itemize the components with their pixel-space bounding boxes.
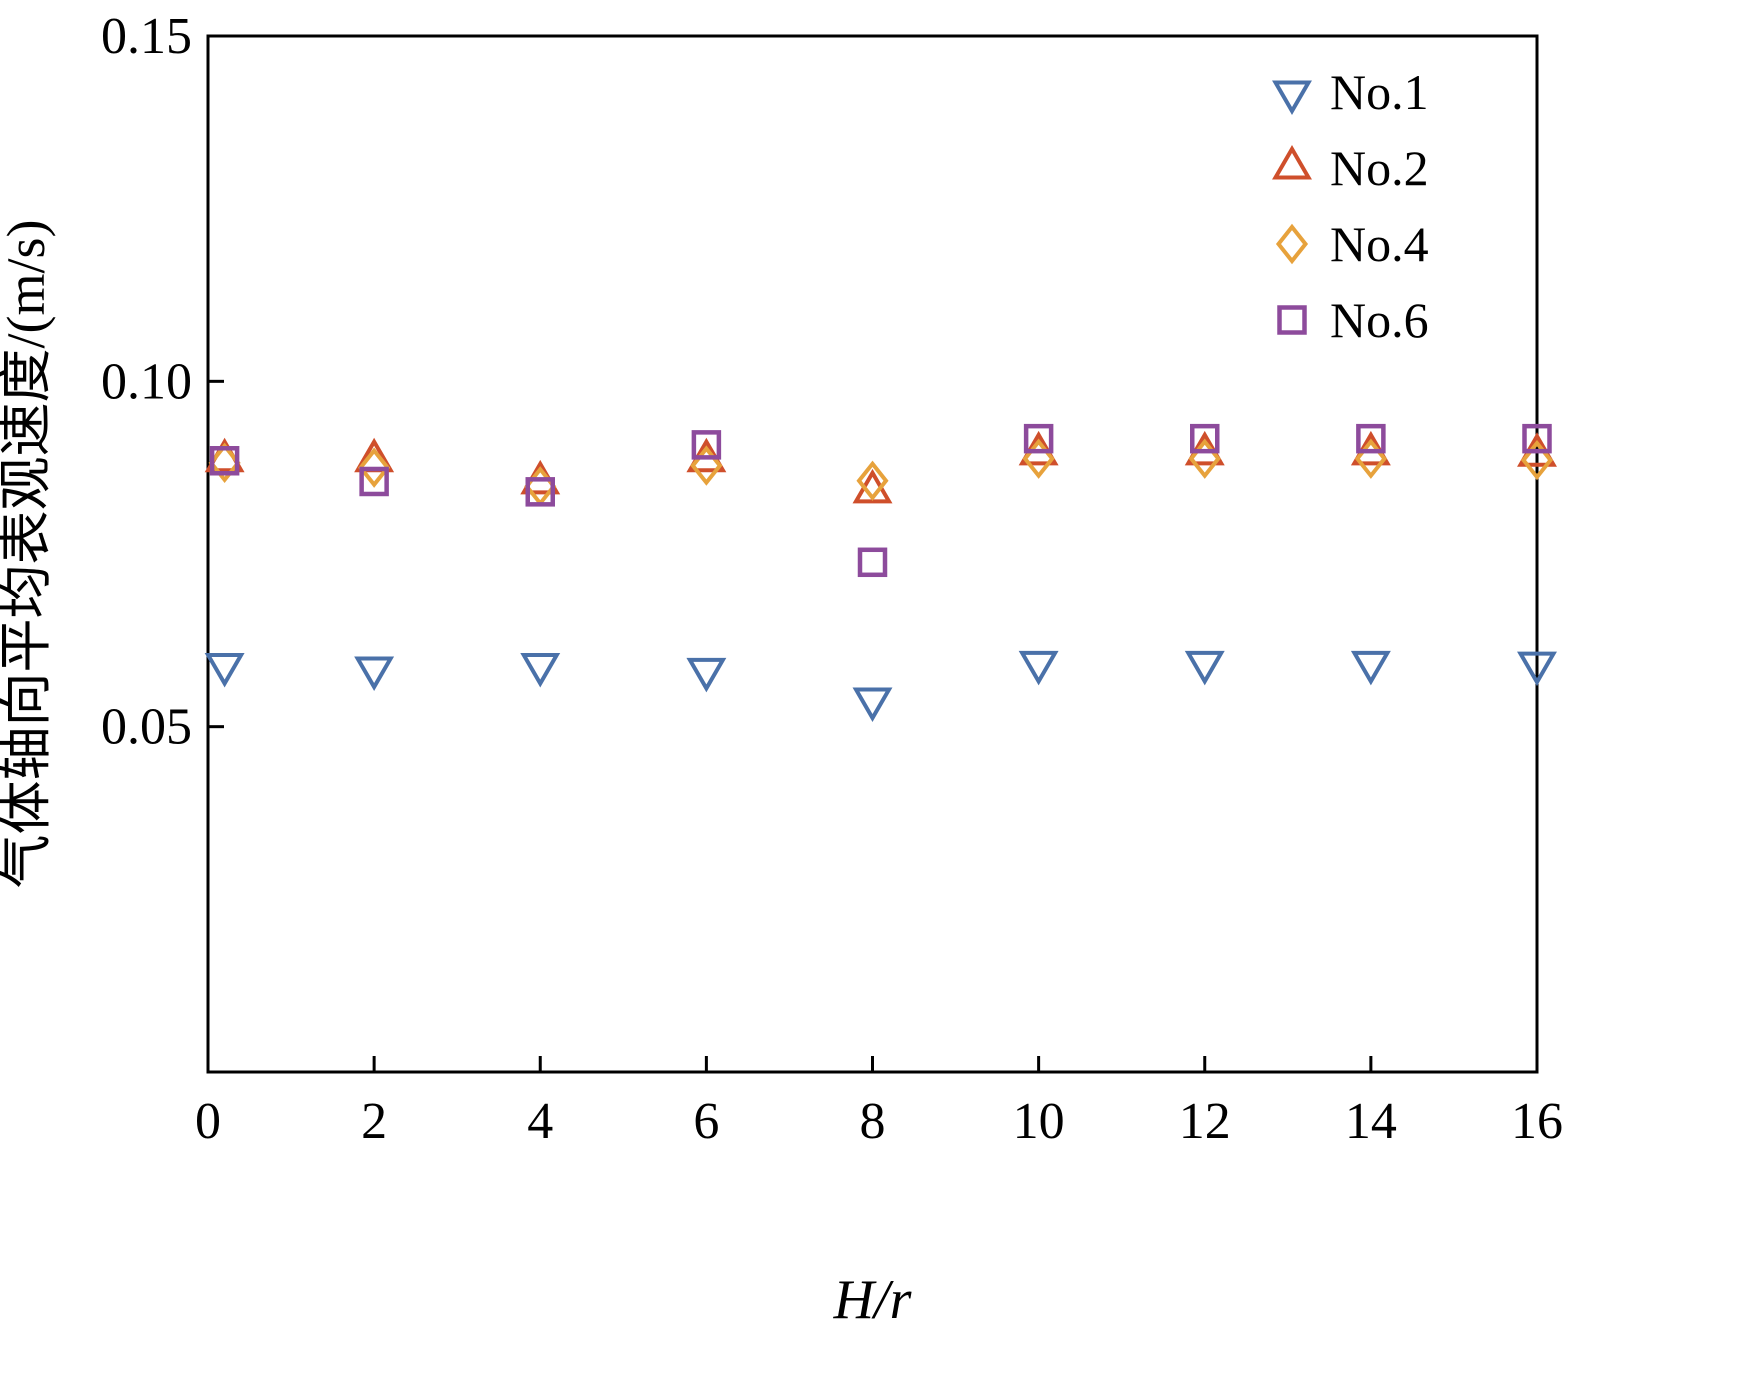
square-marker-icon — [1356, 423, 1386, 454]
triangle-down-marker-icon — [1350, 650, 1391, 686]
diamond-marker-icon — [1520, 439, 1554, 481]
x-axis-tick-label: 0 — [195, 1093, 221, 1150]
square-marker-icon — [1522, 423, 1552, 454]
legend: No.1 No.2 No.4 No.6 — [1272, 64, 1429, 348]
diamond-marker-icon — [1022, 438, 1055, 479]
y-axis-tick-label: 0.15 — [101, 8, 192, 65]
triangle-down-marker-icon — [1018, 650, 1059, 686]
diamond-marker-icon — [524, 466, 557, 507]
diamond-marker-icon — [690, 445, 723, 486]
x-axis-tick-label: 12 — [1179, 1093, 1231, 1150]
diamond-marker-icon — [208, 442, 241, 484]
triangle-down-marker-icon — [852, 687, 893, 723]
triangle-up-marker-icon — [1272, 145, 1312, 180]
x-axis-tick-label: 14 — [1345, 1093, 1397, 1150]
legend-item: No.4 — [1275, 216, 1429, 272]
x-axis-tick-label: 6 — [693, 1093, 719, 1150]
series-no-6 — [209, 423, 1552, 578]
diamond-marker-icon — [358, 447, 391, 488]
series-no-2 — [204, 430, 1557, 504]
triangle-down-marker-icon — [1184, 650, 1225, 686]
y-axis-tick-label: 0.10 — [101, 353, 192, 410]
triangle-down-marker-icon — [204, 653, 245, 688]
diamond-marker-icon — [1275, 223, 1309, 265]
legend-item: No.6 — [1277, 292, 1429, 348]
square-marker-icon — [525, 477, 555, 507]
square-marker-icon — [691, 430, 722, 460]
square-marker-icon — [209, 446, 240, 476]
diamond-marker-icon — [1354, 438, 1387, 479]
y-axis-title: 气体轴向平均表观速度/(m/s) — [0, 220, 56, 889]
x-axis-tick-label: 2 — [361, 1093, 387, 1150]
x-axis-title: H/r — [833, 1269, 912, 1331]
square-marker-icon — [1277, 305, 1307, 335]
y-axis-tick-label: 0.05 — [101, 699, 192, 756]
diamond-marker-icon — [1188, 438, 1221, 479]
legend-label: No.6 — [1330, 292, 1429, 348]
triangle-down-marker-icon — [520, 653, 561, 688]
series-no-4 — [208, 438, 1554, 507]
diamond-marker-icon — [856, 460, 889, 502]
triangle-down-marker-icon — [1517, 651, 1557, 687]
triangle-down-marker-icon — [1272, 80, 1312, 115]
square-marker-icon — [857, 547, 888, 578]
x-axis-tick-label: 8 — [860, 1093, 886, 1150]
series-no-1 — [204, 650, 1557, 723]
legend-label: No.4 — [1330, 216, 1429, 272]
legend-item: No.1 — [1272, 64, 1429, 120]
triangle-down-marker-icon — [686, 657, 727, 693]
x-axis-tick-label: 16 — [1511, 1093, 1563, 1150]
legend-item: No.2 — [1272, 140, 1429, 196]
legend-label: No.2 — [1330, 140, 1429, 196]
triangle-down-marker-icon — [354, 656, 395, 691]
x-axis-tick-label: 4 — [527, 1093, 553, 1150]
square-marker-icon — [359, 466, 389, 497]
square-marker-icon — [1190, 423, 1220, 454]
square-marker-icon — [1023, 423, 1054, 454]
x-axis-tick-label: 10 — [1013, 1093, 1065, 1150]
legend-label: No.1 — [1330, 64, 1429, 120]
